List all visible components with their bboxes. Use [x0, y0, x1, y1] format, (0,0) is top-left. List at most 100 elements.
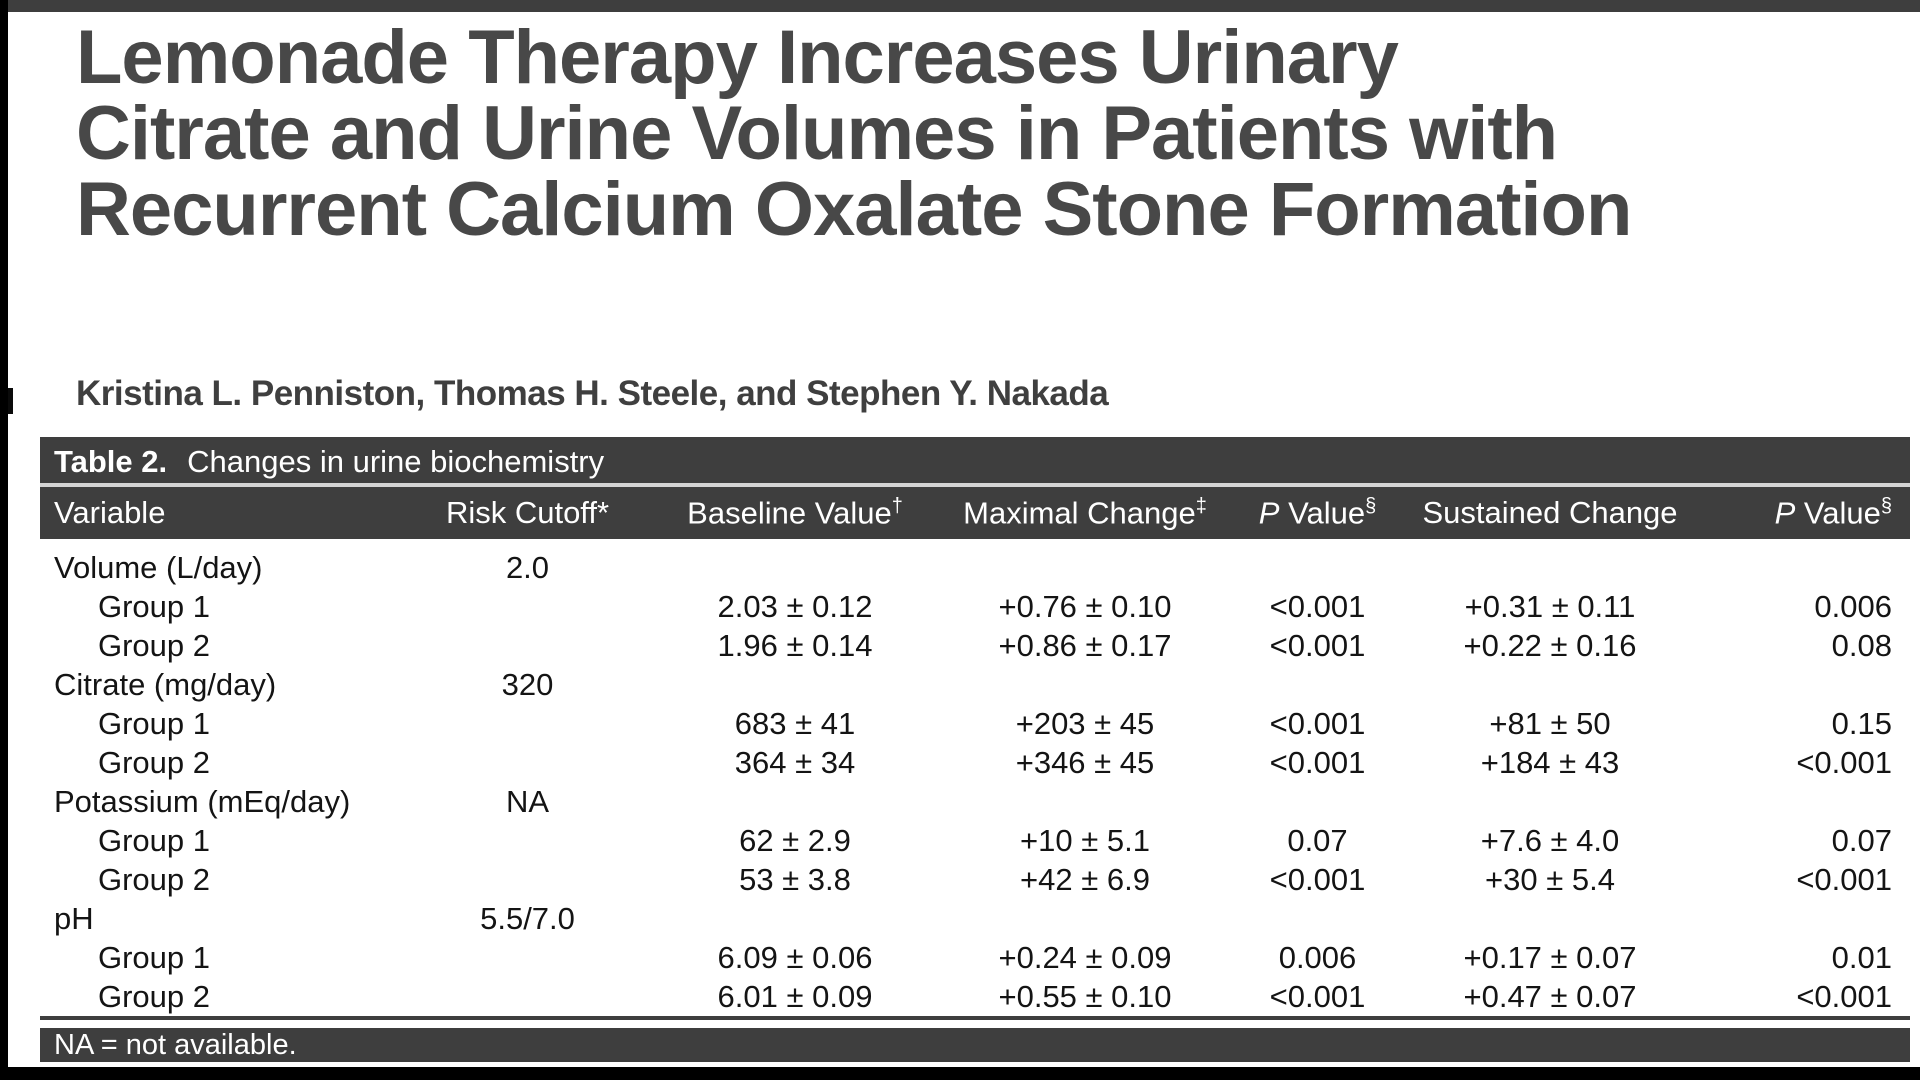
- table-cell: [935, 665, 1235, 704]
- table-cell: 6.01 ± 0.09: [717, 979, 873, 1014]
- table-cell: +7.6 ± 4.0: [1480, 823, 1620, 858]
- table-cell: <0.001: [1269, 706, 1366, 741]
- table-cell: Group 2: [98, 979, 211, 1014]
- table-cell: +203 ± 45: [1015, 706, 1155, 741]
- table-cell: Group 2: [98, 745, 211, 780]
- table-cell: +0.86 ± 0.17: [998, 628, 1172, 663]
- table-cell: <0.001: [1269, 628, 1366, 663]
- column-header: Maximal Change‡: [935, 487, 1235, 539]
- table-row: Group 2 53 ± 3.8 +42 ± 6.9 <0.001 +30 ± 5.4 <…: [40, 860, 1910, 899]
- table-cell: [1700, 665, 1910, 704]
- column-header: P Value§: [1235, 487, 1400, 539]
- table-row: pH 5.5/7.0: [40, 899, 1910, 938]
- table-cell: [1400, 782, 1700, 821]
- table-cell: 320: [501, 667, 554, 702]
- table-cell: Group 1: [98, 823, 211, 858]
- table-cell: <0.001: [1796, 862, 1892, 897]
- column-header: Sustained Change: [1400, 487, 1700, 539]
- table-cell: [655, 899, 935, 938]
- table-row: Potassium (mEq/day) NA: [40, 782, 1910, 821]
- table-cell: 62 ± 2.9: [739, 823, 851, 858]
- table-cell: 0.006: [1278, 940, 1357, 975]
- table-cell: 0.006: [1814, 589, 1892, 624]
- table-cell: [400, 938, 655, 977]
- column-header: P Value§: [1700, 487, 1910, 539]
- table-cell: [1235, 899, 1400, 938]
- table-cell: [1700, 539, 1910, 587]
- table-cell: [1235, 782, 1400, 821]
- table-cell: 364 ± 34: [734, 745, 856, 780]
- table-caption-bar: Table 2. Changes in urine biochemistry: [40, 437, 1910, 487]
- table-footnote: NA = not available.: [40, 1028, 1910, 1062]
- table-cell: [400, 977, 655, 1018]
- table-cell: [1700, 899, 1910, 938]
- table-cell: [1400, 899, 1700, 938]
- table-cell: [655, 782, 935, 821]
- table-cell: [1235, 665, 1400, 704]
- table-cell: Volume (L/day): [54, 550, 263, 585]
- table-cell: 0.15: [1831, 706, 1892, 741]
- table-row: Group 2 6.01 ± 0.09 +0.55 ± 0.10 <0.001 +0.4…: [40, 977, 1910, 1018]
- table-cell: Citrate (mg/day): [54, 667, 277, 702]
- table-cell: 53 ± 3.8: [739, 862, 851, 897]
- column-header: Variable: [40, 487, 400, 539]
- table-cell: [935, 899, 1235, 938]
- table-2-container: Table 2. Changes in urine biochemistry Va…: [40, 437, 1910, 1062]
- table-cell: +0.76 ± 0.10: [998, 589, 1172, 624]
- table-row: Group 1 683 ± 41 +203 ± 45 <0.001 +81 ± 50 0.…: [40, 704, 1910, 743]
- article-authors: Kristina L. Penniston, Thomas H. Steele,…: [76, 374, 1109, 413]
- table-cell: 2.03 ± 0.12: [717, 589, 873, 624]
- table-cell: 1.96 ± 0.14: [717, 628, 873, 663]
- table-row: Group 1 2.03 ± 0.12 +0.76 ± 0.10 <0.001 +0.3…: [40, 587, 1910, 626]
- table-cell: 2.0: [505, 550, 550, 585]
- column-header: Risk Cutoff*: [400, 487, 655, 539]
- table-cell: NA: [505, 784, 550, 819]
- table-cell: +42 ± 6.9: [1020, 862, 1150, 897]
- table-cell: <0.001: [1269, 589, 1366, 624]
- table-cell: 0.01: [1831, 940, 1892, 975]
- left-edge-strip: [0, 0, 8, 1080]
- table-cell: 5.5/7.0: [480, 901, 575, 936]
- table-cell: +0.47 ± 0.07: [1463, 979, 1637, 1014]
- table-header-row: Variable Risk Cutoff* Baseline Value† Maxim…: [40, 487, 1910, 539]
- table-cell: [400, 587, 655, 626]
- table-row: Group 2 364 ± 34 +346 ± 45 <0.001 +184 ± 43 <…: [40, 743, 1910, 782]
- table-cell: <0.001: [1269, 862, 1366, 897]
- table-cell: Group 2: [98, 628, 211, 663]
- table-cell: [400, 860, 655, 899]
- table-cell: [1400, 539, 1700, 587]
- table-cell: 6.09 ± 0.06: [717, 940, 873, 975]
- table-cell: +184 ± 43: [1480, 745, 1620, 780]
- bottom-edge-strip: [0, 1067, 1920, 1080]
- table-label: Table 2.: [54, 444, 168, 479]
- table-cell: +81 ± 50: [1489, 706, 1611, 741]
- table-row: Group 1 62 ± 2.9 +10 ± 5.1 0.07 +7.6 ± 4.0 0.…: [40, 821, 1910, 860]
- table-cell: +0.31 ± 0.11: [1464, 589, 1636, 624]
- table-cell: <0.001: [1269, 745, 1366, 780]
- article-title: Lemonade Therapy Increases Urinary Citra…: [76, 20, 1896, 248]
- table-cell: pH: [54, 901, 94, 936]
- table-cell: [655, 665, 935, 704]
- table-cell: +0.24 ± 0.09: [998, 940, 1172, 975]
- article-title-line-3: Recurrent Calcium Oxalate Stone Formatio…: [76, 167, 1632, 252]
- table-caption: Changes in urine biochemistry: [187, 444, 605, 479]
- table-cell: 0.08: [1831, 628, 1892, 663]
- table-cell: [1235, 539, 1400, 587]
- table-row: Group 2 1.96 ± 0.14 +0.86 ± 0.17 <0.001 +0.2…: [40, 626, 1910, 665]
- table-cell: [1400, 665, 1700, 704]
- table-cell: +0.17 ± 0.07: [1463, 940, 1637, 975]
- table-cell: Group 1: [98, 706, 211, 741]
- table-cell: [655, 539, 935, 587]
- table-cell: <0.001: [1796, 979, 1892, 1014]
- data-table: Variable Risk Cutoff* Baseline Value† Maxim…: [40, 487, 1910, 1020]
- table-cell: Group 2: [98, 862, 211, 897]
- table-cell: [400, 821, 655, 860]
- table-cell: [935, 782, 1235, 821]
- table-cell: +10 ± 5.1: [1020, 823, 1150, 858]
- table-cell: [1700, 782, 1910, 821]
- table-cell: +0.22 ± 0.16: [1463, 628, 1637, 663]
- table-cell: Group 1: [98, 940, 211, 975]
- table-cell: [400, 626, 655, 665]
- table-cell: <0.001: [1269, 979, 1366, 1014]
- table-cell: [935, 539, 1235, 587]
